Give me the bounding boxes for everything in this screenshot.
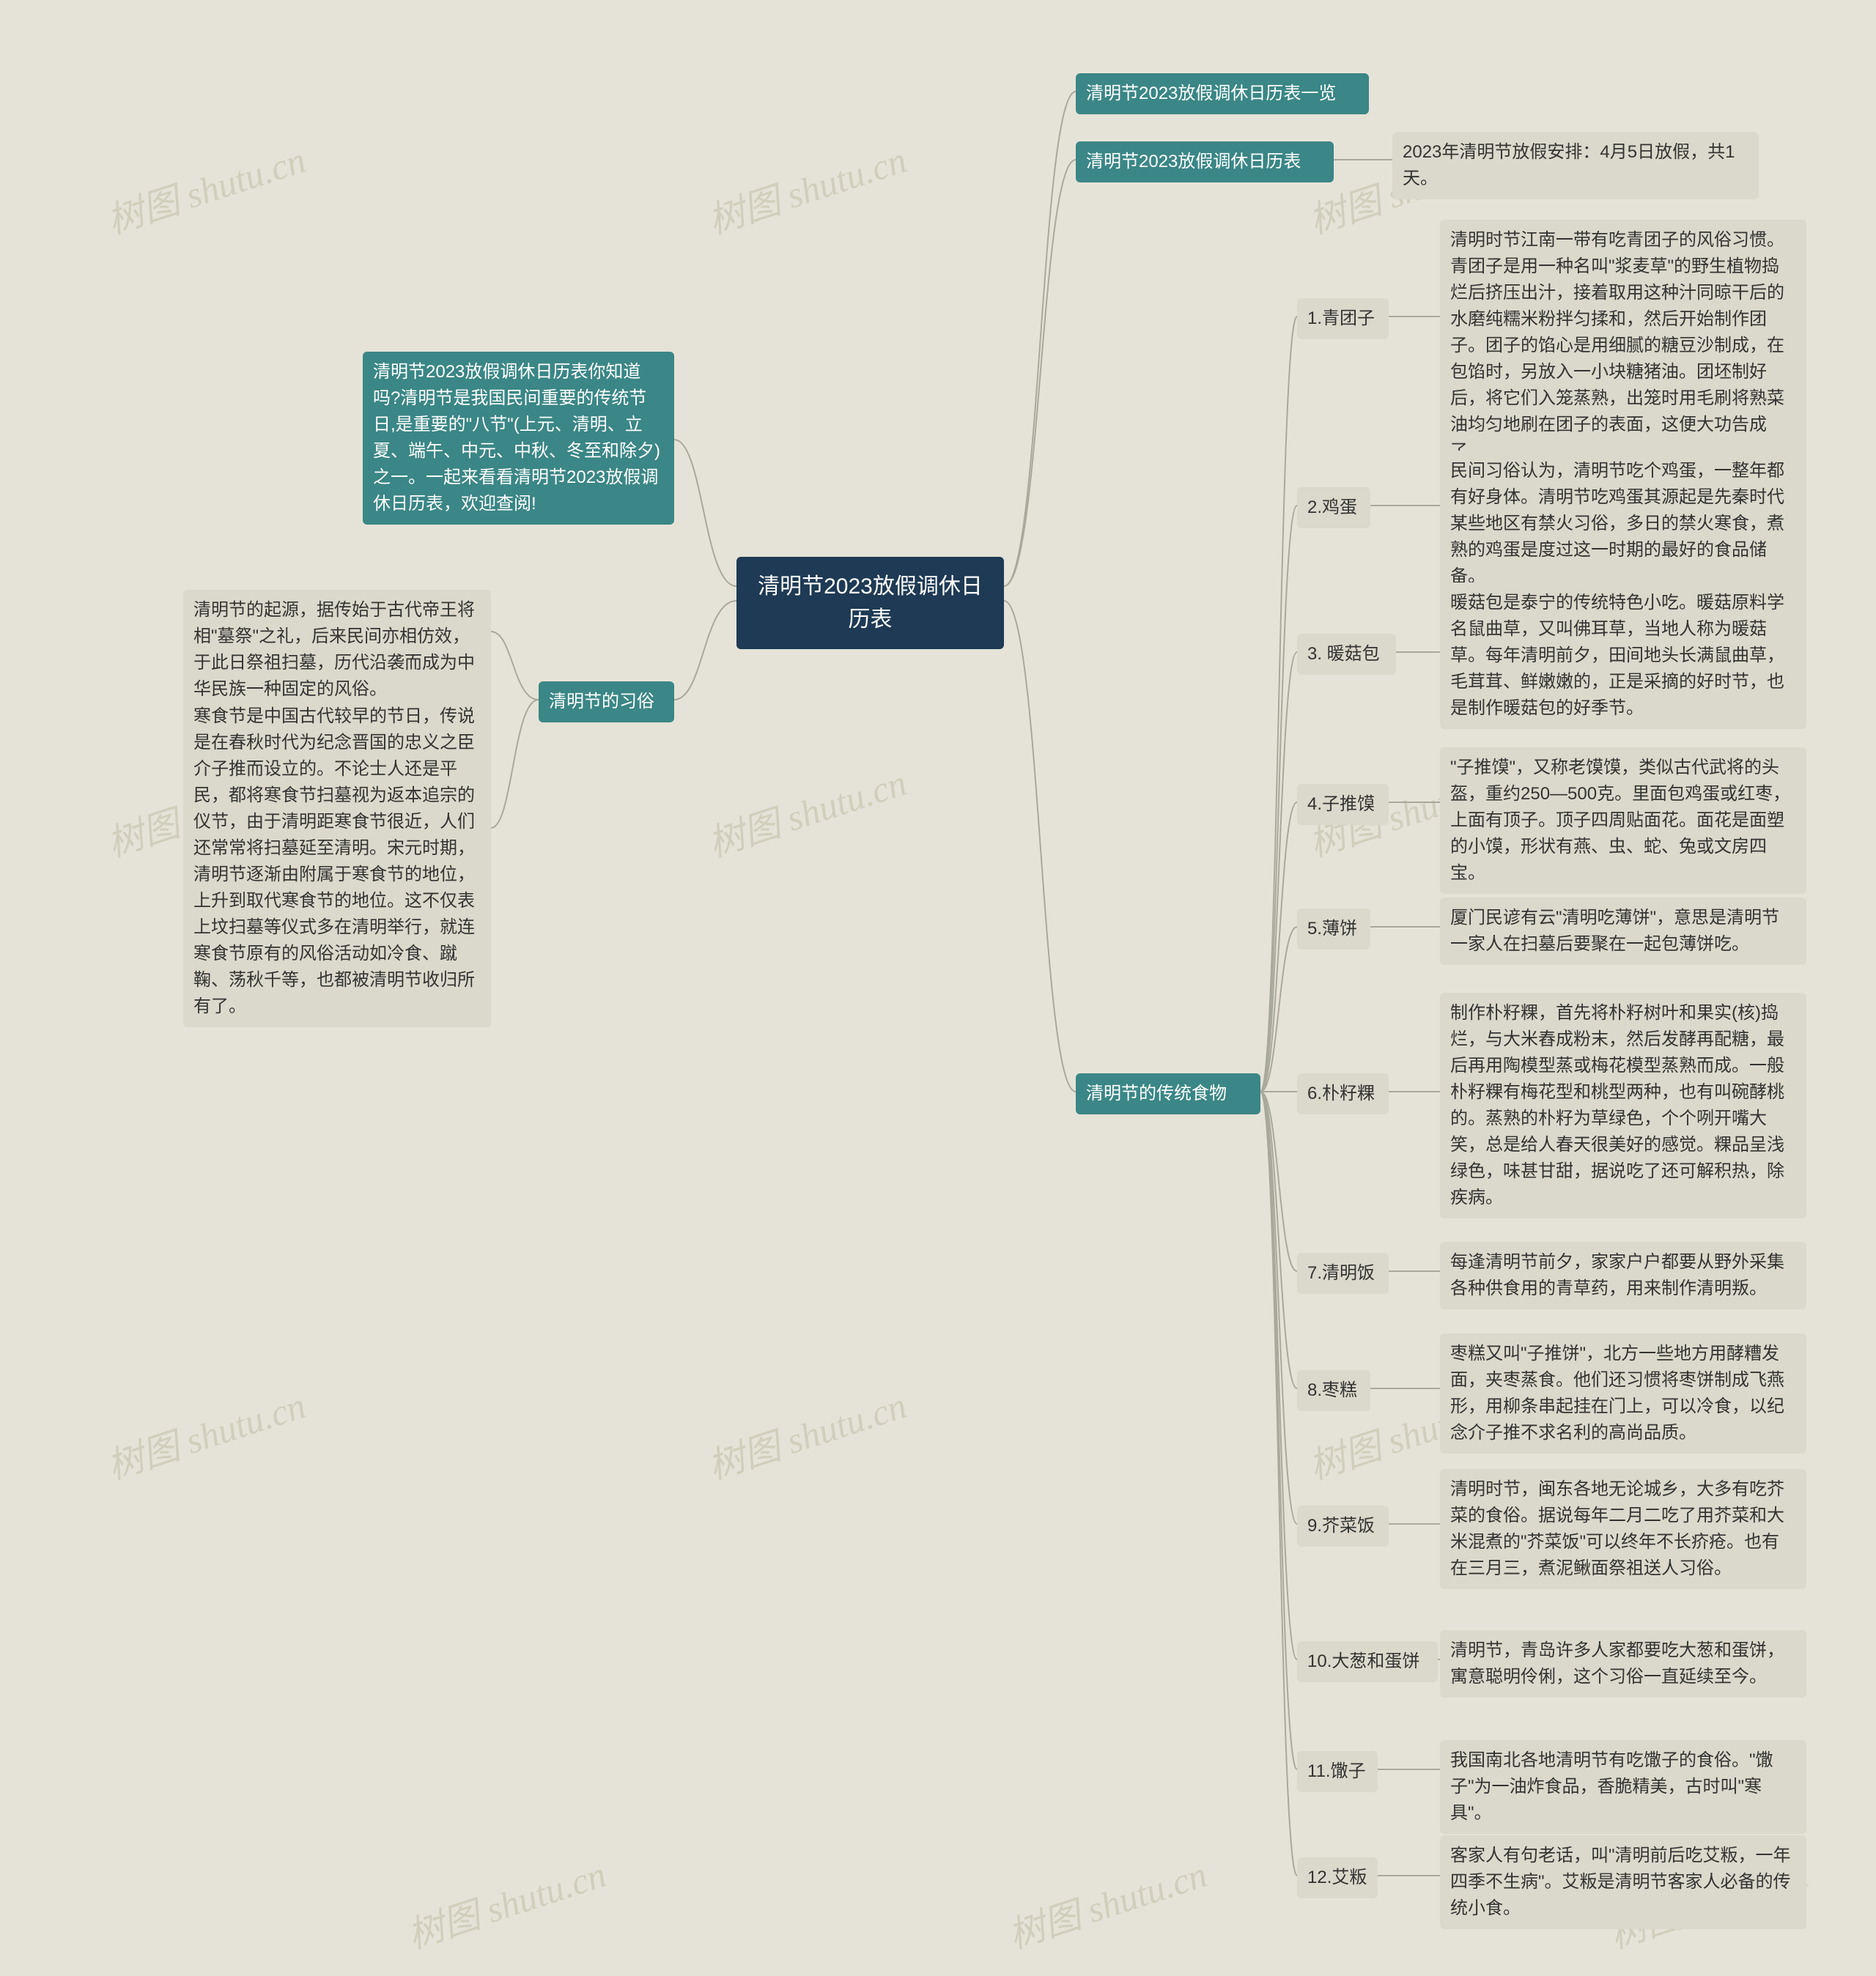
food-name: 10.大葱和蛋饼 [1297, 1641, 1438, 1682]
food-desc: 清明节，青岛许多人家都要吃大葱和蛋饼，寓意聪明伶俐，这个习俗一直延续至今。 [1440, 1630, 1806, 1698]
food-name: 1.青团子 [1297, 298, 1389, 339]
food-name: 5.薄饼 [1297, 909, 1370, 950]
watermark: 树图 shutu.cn [701, 1376, 912, 1490]
watermark: 树图 shutu.cn [1001, 1845, 1213, 1958]
food-name: 6.朴籽粿 [1297, 1073, 1389, 1114]
calendar-title-node: 清明节2023放假调休日历表 [1076, 141, 1334, 182]
customs-1-node: 清明节的起源，据传始于古代帝王将相"墓祭"之礼，后来民间亦相仿效，于此日祭祖扫墓… [183, 590, 491, 710]
food-desc: 清明时节江南一带有吃青团子的风俗习惯。青团子是用一种名叫"浆麦草"的野生植物捣烂… [1440, 220, 1806, 472]
watermark: 树图 shutu.cn [100, 1376, 311, 1490]
food-name: 9.芥菜饭 [1297, 1506, 1389, 1547]
overview-node: 清明节2023放假调休日历表一览 [1076, 73, 1369, 114]
food-desc: 暖菇包是泰宁的传统特色小吃。暖菇原料学名鼠曲草，又叫佛耳草，当地人称为暖菇草。每… [1440, 582, 1806, 729]
food-name: 8.枣糕 [1297, 1370, 1370, 1411]
food-name: 7.清明饭 [1297, 1253, 1389, 1294]
food-desc: 制作朴籽粿，首先将朴籽树叶和果实(核)捣烂，与大米舂成粉末，然后发酵再配糖，最后… [1440, 993, 1806, 1218]
food-name: 3. 暖菇包 [1297, 634, 1396, 675]
watermark: 树图 shutu.cn [400, 1845, 612, 1958]
food-desc: 客家人有句老话，叫"清明前后吃艾粄，一年四季不生病"。艾粄是清明节客家人必备的传… [1440, 1835, 1806, 1929]
food-name: 12.艾粄 [1297, 1857, 1378, 1898]
food-desc: "子推馍"，又称老馍馍，类似古代武将的头盔，重约250—500克。里面包鸡蛋或红… [1440, 747, 1806, 894]
food-desc: 枣糕又叫"子推饼"，北方一些地方用酵糟发面，夹枣蒸食。他们还习惯将枣饼制成飞燕形… [1440, 1333, 1806, 1454]
food-name: 11.馓子 [1297, 1751, 1378, 1792]
watermark: 树图 shutu.cn [701, 130, 912, 244]
customs-2-node: 寒食节是中国古代较早的节日，传说是在春秋时代为纪念晋国的忠义之臣介子推而设立的。… [183, 696, 491, 1027]
food-desc: 清明时节，闽东各地无论城乡，大多有吃芥菜的食俗。据说每年二月二吃了用芥菜和大米混… [1440, 1469, 1806, 1589]
watermark: 树图 shutu.cn [100, 130, 311, 244]
foods-title-node: 清明节的传统食物 [1076, 1073, 1260, 1114]
calendar-detail-node: 2023年清明节放假安排：4月5日放假，共1天。 [1392, 132, 1759, 199]
intro-node: 清明节2023放假调休日历表你知道吗?清明节是我国民间重要的传统节日,是重要的"… [363, 352, 674, 525]
food-desc: 民间习俗认为，清明节吃个鸡蛋，一整年都有好身体。清明节吃鸡蛋其源起是先秦时代某些… [1440, 451, 1806, 597]
root-node: 清明节2023放假调休日历表 [736, 557, 1004, 649]
food-desc: 厦门民谚有云"清明吃薄饼"，意思是清明节一家人在扫墓后要聚在一起包薄饼吃。 [1440, 898, 1806, 965]
food-name: 4.子推馍 [1297, 784, 1389, 825]
food-desc: 我国南北各地清明节有吃馓子的食俗。"馓子"为一油炸食品，香脆精美，古时叫"寒具"… [1440, 1740, 1806, 1834]
food-name: 2.鸡蛋 [1297, 487, 1370, 528]
watermark: 树图 shutu.cn [701, 753, 912, 867]
food-desc: 每逢清明节前夕，家家户户都要从野外采集各种供食用的青草药，用来制作清明叛。 [1440, 1242, 1806, 1309]
customs-title-node: 清明节的习俗 [539, 681, 674, 722]
